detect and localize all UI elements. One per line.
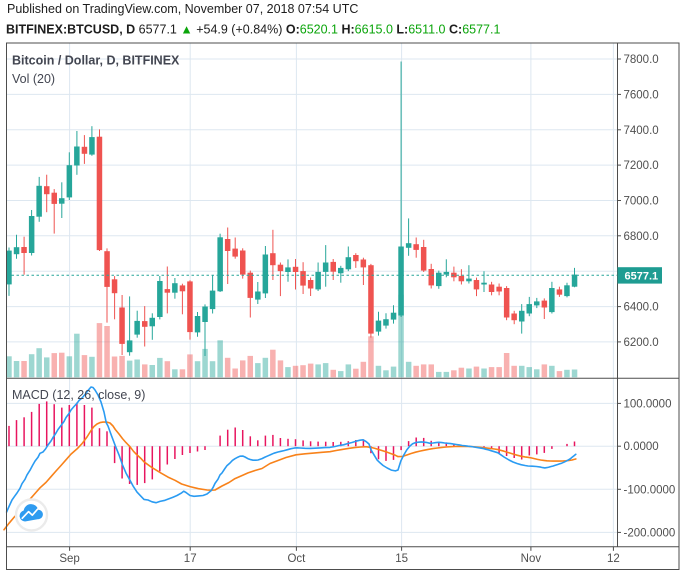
svg-text:Nov: Nov bbox=[521, 553, 542, 565]
svg-text:Vol (20): Vol (20) bbox=[12, 72, 55, 86]
svg-text:6400.0: 6400.0 bbox=[624, 302, 659, 314]
svg-text:7800.0: 7800.0 bbox=[624, 54, 659, 66]
svg-text:0.0000: 0.0000 bbox=[624, 441, 659, 453]
svg-text:100.0000: 100.0000 bbox=[624, 398, 672, 410]
svg-text:Sep: Sep bbox=[59, 553, 79, 565]
svg-text:7400.0: 7400.0 bbox=[624, 125, 659, 137]
svg-text:-200.0000: -200.0000 bbox=[624, 527, 676, 539]
svg-text:BITFINEX:BTCUSD, D 6577.1 ▲ +5: BITFINEX:BTCUSD, D 6577.1 ▲ +54.9 (+0.84… bbox=[6, 23, 500, 37]
svg-text:7600.0: 7600.0 bbox=[624, 89, 659, 101]
svg-text:12: 12 bbox=[607, 553, 620, 565]
svg-text:MACD (12, 26, close, 9): MACD (12, 26, close, 9) bbox=[12, 388, 145, 402]
svg-text:-100.0000: -100.0000 bbox=[624, 484, 676, 496]
svg-text:17: 17 bbox=[184, 553, 197, 565]
svg-text:7200.0: 7200.0 bbox=[624, 160, 659, 172]
svg-text:15: 15 bbox=[395, 553, 408, 565]
svg-text:Oct: Oct bbox=[287, 553, 306, 565]
svg-text:7000.0: 7000.0 bbox=[624, 196, 659, 208]
svg-text:6200.0: 6200.0 bbox=[624, 337, 659, 349]
svg-text:Published on TradingView.com,: Published on TradingView.com, November 0… bbox=[7, 2, 358, 16]
svg-text:Bitcoin / Dollar, D, BITFINEX: Bitcoin / Dollar, D, BITFINEX bbox=[12, 54, 180, 68]
svg-text:6800.0: 6800.0 bbox=[624, 231, 659, 243]
svg-text:6577.1: 6577.1 bbox=[625, 270, 659, 282]
